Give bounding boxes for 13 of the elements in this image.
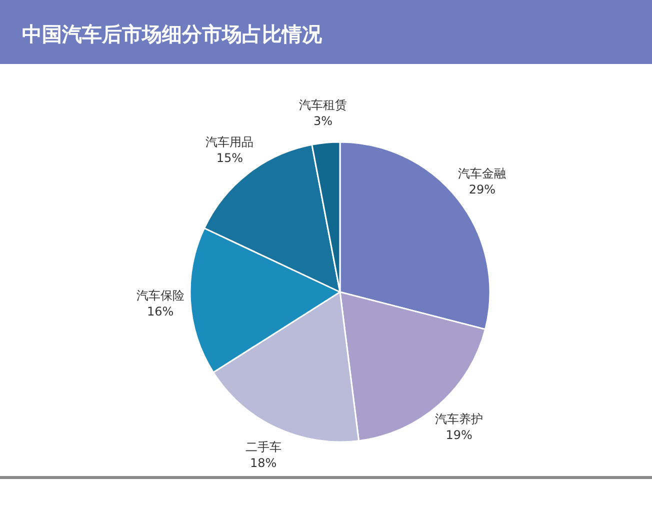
data-label: 3%: [314, 114, 333, 128]
data-label: 19%: [446, 428, 472, 442]
slice-label: 汽车养护: [435, 412, 484, 426]
slice-label: 汽车金融: [458, 166, 506, 181]
slice-label: 汽车租赁: [299, 98, 348, 112]
data-label: 16%: [147, 304, 174, 318]
slice-label: 二手车: [245, 440, 282, 454]
chart-title: 中国汽车后市场细分市场占比情况: [22, 22, 323, 46]
slice-label: 汽车用品: [206, 134, 254, 149]
data-label: 15%: [216, 150, 244, 165]
slice-label: 汽车保险: [136, 288, 184, 302]
data-label: 29%: [468, 182, 496, 197]
data-label: 18%: [250, 456, 277, 470]
